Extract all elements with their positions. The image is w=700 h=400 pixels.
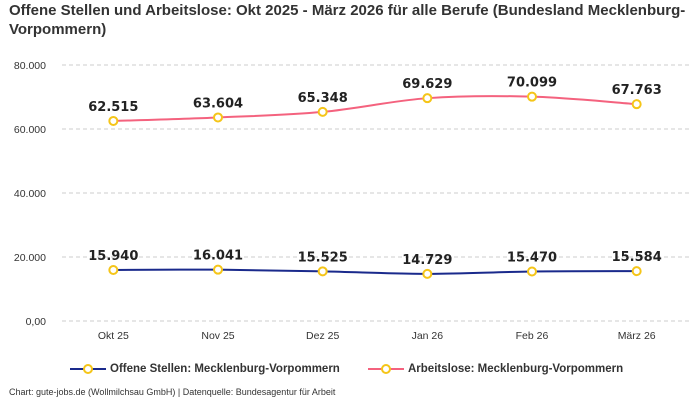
legend-marker-icon xyxy=(368,364,404,374)
y-tick-label: 40.000 xyxy=(14,188,46,200)
data-point xyxy=(317,106,328,117)
data-point xyxy=(527,91,537,102)
y-tick-label: 20.000 xyxy=(14,252,46,264)
data-point xyxy=(631,266,642,277)
data-label: 14.729 xyxy=(402,253,452,268)
data-point xyxy=(631,99,642,110)
y-tick-label: 0,00 xyxy=(26,316,47,328)
legend-marker-icon xyxy=(70,364,106,374)
data-point xyxy=(422,268,433,279)
series-line-0 xyxy=(113,268,637,275)
data-label: 15.940 xyxy=(88,249,138,264)
line-chart: 0,00 20.000 40.000 60.000 80.000 Okt 25 Nov 25… xyxy=(14,60,690,342)
x-tick-label: März 26 xyxy=(618,330,656,342)
data-point xyxy=(317,266,328,277)
x-tick-label: Feb 26 xyxy=(516,330,549,342)
source-footer: Chart: gute-jobs.de (Wollmilchsau GmbH) … xyxy=(9,387,336,397)
x-tick-label: Nov 25 xyxy=(201,330,234,342)
legend-label: Offene Stellen: Mecklenburg-Vorpommern xyxy=(110,363,340,375)
data-label: 15.525 xyxy=(298,250,348,265)
data-label: 62.515 xyxy=(88,100,138,115)
series-line-1 xyxy=(113,95,637,122)
data-label: 70.099 xyxy=(507,76,557,91)
y-tick-label: 60.000 xyxy=(14,124,46,136)
x-tick-label: Dez 25 xyxy=(306,330,339,342)
data-label: 16.041 xyxy=(193,249,243,264)
legend-label: Arbeitslose: Mecklenburg-Vorpommern xyxy=(408,363,624,375)
data-label: 63.604 xyxy=(193,96,243,111)
data-point xyxy=(213,112,223,123)
data-point xyxy=(108,264,119,275)
x-tick-label: Jan 26 xyxy=(412,330,444,342)
data-label: 65.348 xyxy=(298,91,348,106)
legend-item-arbeitslose[interactable]: Arbeitslose: Mecklenburg-Vorpommern xyxy=(368,363,623,375)
chart-title: Offene Stellen und Arbeitslose: Okt 2025… xyxy=(9,2,686,38)
data-label: 69.629 xyxy=(402,77,452,92)
legend-item-offene-stellen[interactable]: Offene Stellen: Mecklenburg-Vorpommern xyxy=(70,363,340,375)
data-label: 67.763 xyxy=(612,83,662,98)
y-tick-label: 80.000 xyxy=(14,60,46,72)
data-label: 15.584 xyxy=(612,250,662,265)
data-point xyxy=(108,115,119,126)
data-point xyxy=(422,93,433,104)
x-tick-label: Okt 25 xyxy=(98,330,129,342)
data-point xyxy=(527,266,537,277)
data-point xyxy=(213,264,223,275)
data-label: 15.470 xyxy=(507,250,557,265)
